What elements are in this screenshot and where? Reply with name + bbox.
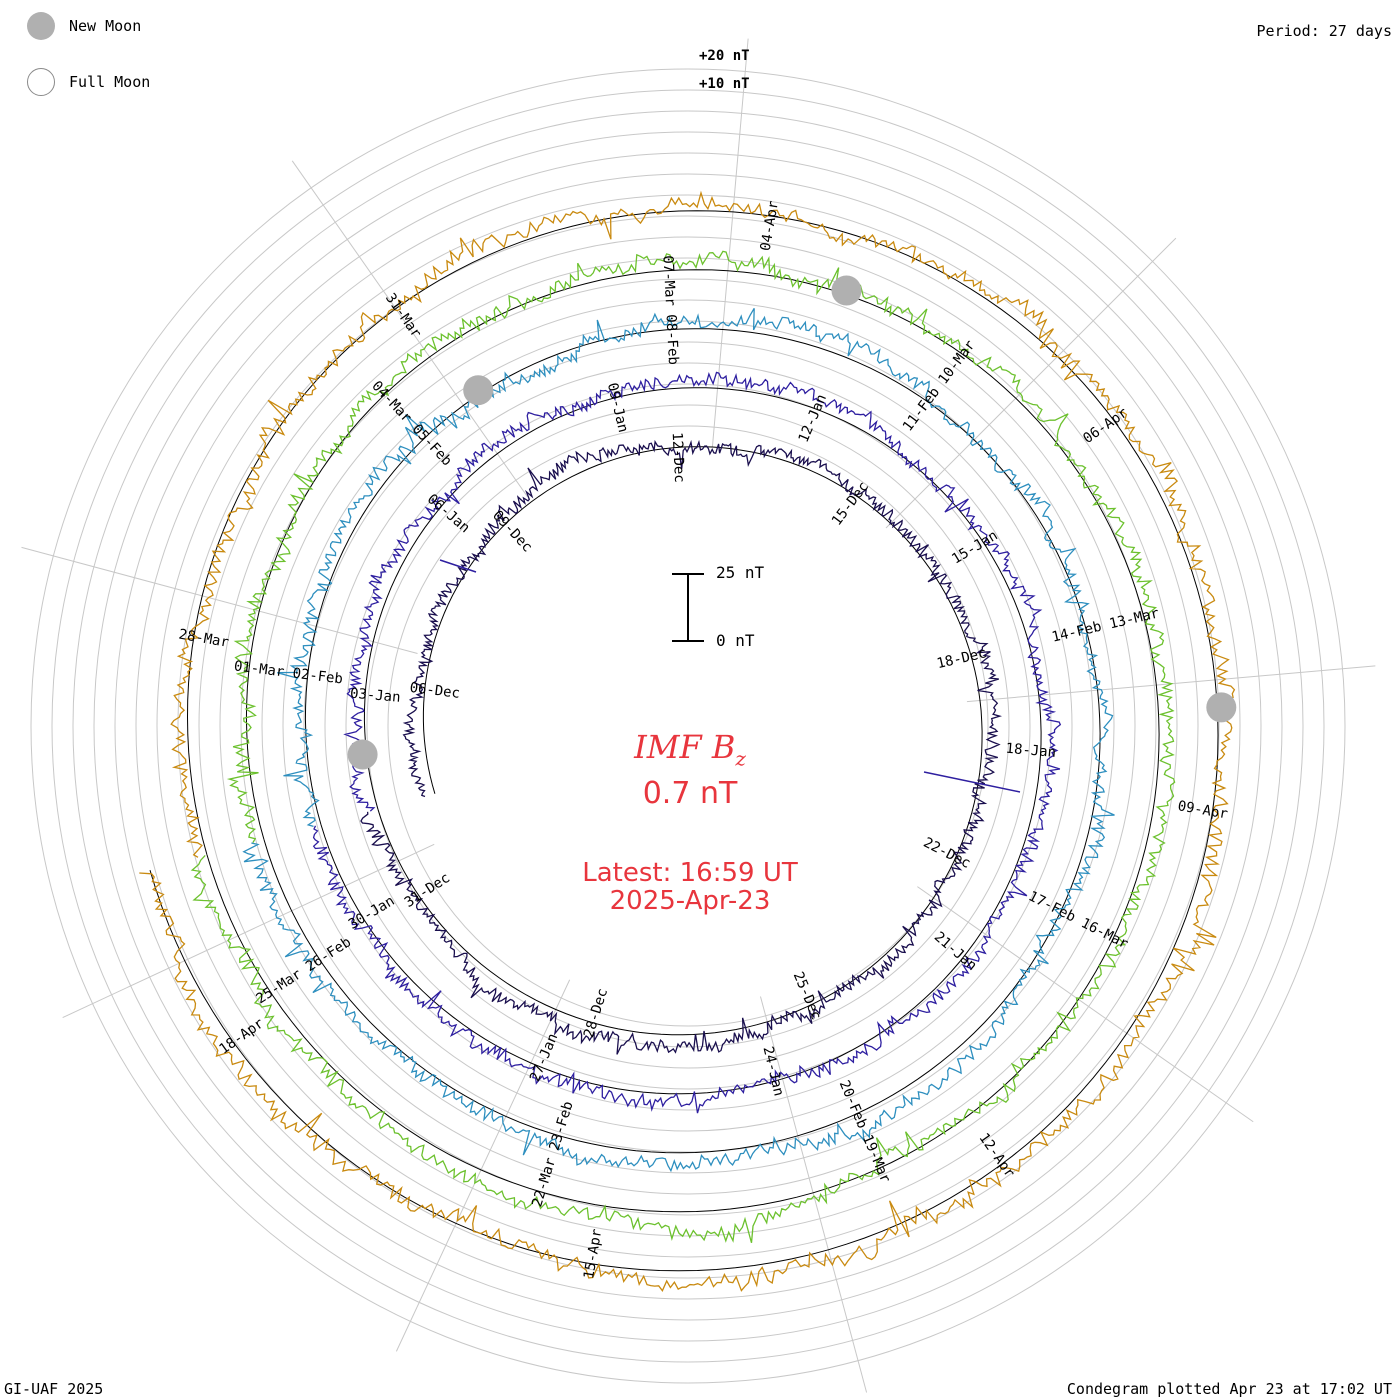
grid-ring bbox=[51, 89, 1325, 1363]
grid-ring bbox=[156, 194, 1220, 1258]
date-label: 18-Dec bbox=[935, 645, 988, 672]
date-label: 20-Feb bbox=[836, 1078, 870, 1131]
date-label: 06-Apr bbox=[1080, 405, 1131, 447]
ring-label-plus10: +10 nT bbox=[699, 76, 750, 92]
date-label: 19-Mar bbox=[859, 1132, 893, 1185]
grid-spoke bbox=[885, 237, 1177, 529]
date-label: 18-Jan bbox=[1005, 741, 1057, 761]
date-label: 12-Jan bbox=[796, 392, 830, 445]
date-label: 28-Dec bbox=[581, 987, 611, 1040]
scale-bar bbox=[672, 573, 704, 642]
grid-ring bbox=[324, 362, 1052, 1090]
date-label: 11-Feb bbox=[900, 384, 943, 434]
grid-spoke bbox=[711, 38, 749, 448]
period-label: Period: 27 days bbox=[1256, 22, 1392, 40]
grid-ring bbox=[219, 257, 1157, 1195]
scale-bottom-label: 0 nT bbox=[716, 631, 755, 650]
grid-ring bbox=[345, 383, 1031, 1069]
grid-spoke bbox=[917, 886, 1254, 1123]
date-label: 24-Jan bbox=[760, 1045, 787, 1098]
baseline-turn bbox=[149, 210, 1219, 1272]
trace-turn bbox=[190, 250, 1176, 1243]
parameter-main: IMF B bbox=[634, 728, 736, 766]
legend-new-moon: New Moon bbox=[27, 12, 141, 40]
grid-ring bbox=[366, 404, 1010, 1048]
grid-ring bbox=[114, 152, 1262, 1300]
date-label: 26-Feb bbox=[303, 934, 354, 975]
scale-top-label: 25 nT bbox=[716, 563, 765, 582]
trace-spike bbox=[439, 559, 477, 573]
date-label: 07-Mar bbox=[659, 255, 678, 306]
new-moon-label: New Moon bbox=[69, 17, 142, 35]
trace-turn bbox=[360, 439, 1003, 1055]
grid-spoke bbox=[395, 979, 571, 1352]
date-label: 31-Mar bbox=[382, 291, 424, 342]
date-label: 10-Mar bbox=[935, 337, 978, 387]
moon-markers bbox=[347, 275, 1237, 770]
parameter-subscript: z bbox=[735, 746, 746, 771]
date-label: 22-Mar bbox=[529, 1156, 559, 1209]
date-label: 13-Mar bbox=[1108, 605, 1161, 632]
grid-spoke bbox=[291, 160, 528, 497]
latest-date: 2025-Apr-23 bbox=[609, 886, 771, 916]
date-label: 15-Jan bbox=[949, 528, 1001, 568]
grid-ring bbox=[30, 68, 1346, 1384]
baseline-turn bbox=[263, 328, 1101, 1154]
parameter-title: IMF Bz bbox=[0, 728, 1380, 770]
trace-spike bbox=[923, 771, 1021, 793]
trace-turn bbox=[139, 190, 1236, 1292]
grid-ring bbox=[177, 215, 1199, 1237]
data-traces bbox=[139, 190, 1236, 1292]
date-label: 02-Feb bbox=[292, 666, 344, 688]
date-label: 15-Apr bbox=[581, 1228, 605, 1281]
grid-ring bbox=[303, 341, 1073, 1111]
date-label: 16-Mar bbox=[1078, 915, 1130, 952]
date-label: 12-Dec bbox=[669, 432, 688, 483]
ring-label-plus20: +20 nT bbox=[699, 48, 750, 64]
legend-full-moon: Full Moon bbox=[27, 68, 150, 96]
new-moon-marker bbox=[347, 739, 378, 770]
baselines bbox=[149, 210, 1219, 1272]
new-moon-marker bbox=[831, 275, 862, 306]
date-label: 09-Dec bbox=[489, 508, 535, 556]
grid-rings bbox=[30, 68, 1346, 1384]
date-label: 03-Jan bbox=[349, 686, 401, 706]
grid-ring bbox=[240, 278, 1136, 1174]
date-label: 15-Dec bbox=[829, 479, 872, 529]
date-label: 01-Mar bbox=[233, 658, 285, 680]
baseline-turn bbox=[320, 387, 1042, 1095]
grid-ring bbox=[135, 173, 1241, 1279]
grid-spoke bbox=[62, 843, 435, 1019]
date-label: 06-Dec bbox=[409, 680, 461, 702]
current-value: 0.7 nT bbox=[642, 776, 738, 811]
grid-ring bbox=[72, 110, 1304, 1342]
new-moon-marker bbox=[463, 375, 494, 406]
trace-turn bbox=[242, 307, 1115, 1173]
full-moon-label: Full Moon bbox=[69, 73, 151, 91]
grid-spoke bbox=[759, 996, 868, 1393]
new-moon-icon bbox=[27, 12, 55, 40]
full-moon-icon bbox=[27, 68, 55, 96]
grid-ring bbox=[93, 131, 1283, 1321]
grid-spokes bbox=[21, 38, 1376, 1393]
grid-ring bbox=[261, 299, 1115, 1153]
grid-ring bbox=[387, 425, 989, 1027]
new-moon-marker bbox=[1206, 692, 1237, 723]
date-label: 28-Mar bbox=[177, 627, 230, 651]
date-label: 08-Feb bbox=[662, 314, 681, 365]
footer-plot-time: Condegram plotted Apr 23 at 17:02 UT bbox=[1066, 1380, 1392, 1398]
date-label: 25-Mar bbox=[253, 966, 304, 1007]
baseline-turn bbox=[206, 269, 1160, 1213]
grid-spoke bbox=[21, 546, 418, 655]
footer-credit: GI-UAF 2025 bbox=[4, 1380, 104, 1398]
baseline-turn bbox=[377, 446, 983, 1036]
trace-turn bbox=[312, 371, 1062, 1114]
grid-ring bbox=[198, 236, 1178, 1216]
date-label: 04-Apr bbox=[758, 200, 782, 253]
latest-time: Latest: 16:59 UT bbox=[582, 858, 798, 888]
